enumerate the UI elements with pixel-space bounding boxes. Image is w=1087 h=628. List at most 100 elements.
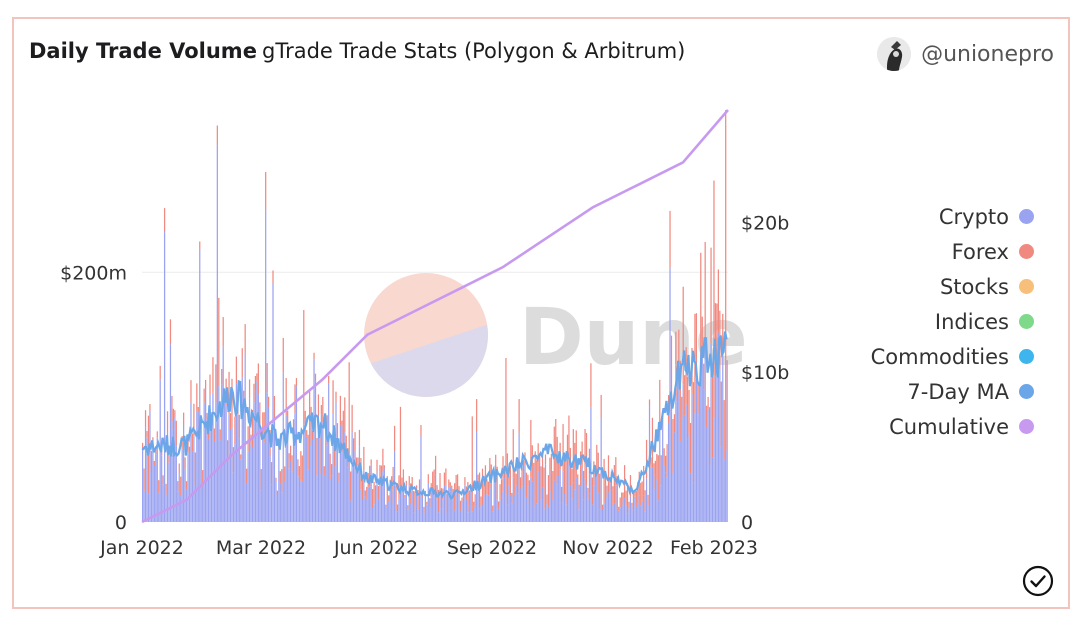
bar-forex bbox=[640, 482, 642, 506]
bar-crypto bbox=[632, 510, 635, 522]
bar-forex bbox=[417, 490, 419, 510]
bar-crypto bbox=[171, 421, 173, 522]
author-name[interactable]: @unionepro bbox=[921, 41, 1054, 67]
bar-crypto bbox=[231, 427, 233, 522]
bar-forex bbox=[408, 476, 410, 486]
bar-crypto bbox=[641, 500, 643, 522]
bar-forex bbox=[338, 472, 340, 482]
bar-forex bbox=[497, 501, 500, 509]
bar-crypto bbox=[294, 413, 296, 522]
bar-crypto bbox=[404, 497, 406, 522]
bar-forex bbox=[241, 348, 243, 378]
check-circle-icon[interactable] bbox=[1022, 565, 1054, 597]
bar-forex bbox=[622, 492, 624, 506]
bar-crypto bbox=[574, 489, 576, 522]
bar-crypto bbox=[427, 483, 429, 522]
bar-crypto bbox=[373, 504, 375, 522]
legend-dot bbox=[1019, 279, 1034, 294]
bar-crypto bbox=[414, 505, 416, 522]
bar-forex bbox=[197, 406, 199, 413]
bar-forex bbox=[215, 364, 217, 403]
bar-crypto bbox=[411, 490, 413, 522]
bar-forex bbox=[698, 383, 700, 411]
legend-item-commodities[interactable]: Commodities bbox=[864, 339, 1034, 374]
bar-forex bbox=[257, 363, 259, 395]
bar-forex bbox=[150, 450, 153, 473]
bar-crypto bbox=[645, 478, 648, 522]
bar-crypto bbox=[273, 421, 276, 522]
bar-forex bbox=[432, 471, 434, 490]
bar-crypto bbox=[489, 488, 491, 522]
bar-crypto bbox=[347, 467, 349, 522]
bar-crypto bbox=[407, 509, 409, 522]
bar-forex bbox=[500, 479, 503, 495]
bar-forex bbox=[663, 448, 665, 466]
x-tick-label: Jun 2022 bbox=[333, 537, 418, 559]
bar-crypto bbox=[270, 484, 273, 522]
bar-crypto bbox=[591, 504, 594, 522]
bar-forex bbox=[726, 360, 728, 451]
legend-item-forex[interactable]: Forex bbox=[864, 234, 1034, 269]
bar-crypto bbox=[468, 505, 470, 522]
bar-crypto bbox=[332, 414, 334, 522]
bar-forex bbox=[541, 453, 544, 488]
bar-crypto bbox=[452, 492, 454, 522]
bar-crypto bbox=[703, 389, 705, 522]
bar-forex bbox=[358, 429, 361, 447]
legend-label: Stocks bbox=[939, 274, 1009, 299]
legend-item-stocks[interactable]: Stocks bbox=[864, 269, 1034, 304]
bar-crypto bbox=[518, 433, 520, 522]
bar-crypto bbox=[681, 418, 683, 522]
author-badge[interactable]: @unionepro bbox=[877, 37, 1054, 71]
bar-crypto bbox=[572, 482, 574, 522]
bar-crypto bbox=[330, 475, 333, 522]
bar-forex bbox=[272, 270, 274, 283]
bar-crypto bbox=[187, 452, 189, 522]
bar-crypto bbox=[253, 402, 255, 522]
bar-crypto bbox=[183, 424, 185, 522]
bar-crypto bbox=[243, 398, 245, 522]
bar-forex bbox=[181, 436, 183, 450]
bar-crypto bbox=[420, 436, 422, 522]
bar-crypto bbox=[389, 482, 391, 522]
bar-crypto bbox=[612, 506, 614, 522]
bar-forex bbox=[660, 455, 662, 486]
bar-crypto bbox=[643, 495, 645, 522]
bar-forex bbox=[451, 485, 453, 492]
legend-item-indices[interactable]: Indices bbox=[864, 304, 1034, 339]
bar-forex bbox=[175, 420, 177, 446]
bar-forex bbox=[602, 504, 604, 510]
bar-crypto bbox=[251, 446, 254, 522]
bar-forex bbox=[600, 394, 602, 419]
bar-forex bbox=[549, 457, 551, 492]
bar-forex bbox=[311, 430, 314, 439]
bar-crypto bbox=[604, 485, 607, 522]
legend-item-crypto[interactable]: Crypto bbox=[864, 199, 1034, 234]
bar-forex bbox=[265, 171, 267, 211]
bar-forex bbox=[446, 493, 448, 514]
legend-item-cumulative[interactable]: Cumulative bbox=[864, 409, 1034, 444]
bar-forex bbox=[142, 442, 144, 448]
bar-forex bbox=[423, 506, 425, 514]
y-left-tick-label: 0 bbox=[115, 512, 127, 534]
legend-item-7day-ma[interactable]: 7-Day MA bbox=[864, 374, 1034, 409]
bar-crypto bbox=[153, 465, 155, 522]
bar-crypto bbox=[185, 489, 188, 522]
bar-forex bbox=[435, 455, 437, 475]
bar-crypto bbox=[234, 444, 236, 522]
bar-forex bbox=[710, 247, 712, 344]
bar-crypto bbox=[200, 430, 202, 522]
bar-crypto bbox=[197, 412, 199, 522]
bar-forex bbox=[684, 375, 686, 416]
bar-forex bbox=[203, 388, 205, 403]
bar-forex bbox=[235, 356, 238, 384]
bar-forex bbox=[341, 420, 343, 453]
legend-dot bbox=[1019, 314, 1034, 329]
bar-crypto bbox=[193, 436, 195, 522]
bar-crypto bbox=[172, 429, 175, 522]
bar-crypto bbox=[688, 433, 690, 522]
bar-crypto bbox=[339, 425, 342, 522]
bar-crypto bbox=[587, 498, 589, 522]
bar-forex bbox=[644, 490, 646, 512]
bar-crypto bbox=[191, 451, 194, 522]
